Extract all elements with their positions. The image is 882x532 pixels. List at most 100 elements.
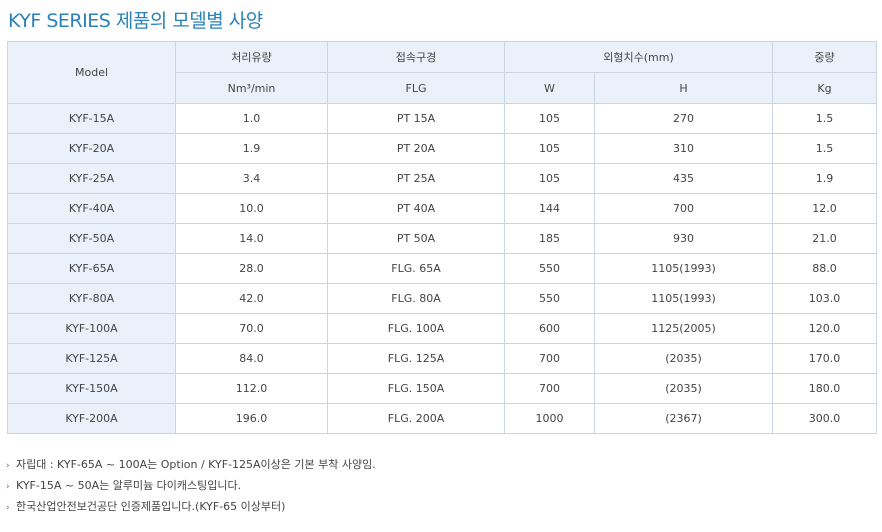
weight-cell: 170.0 xyxy=(772,343,877,374)
height-cell: 1125(2005) xyxy=(594,313,773,344)
weight-cell: 180.0 xyxy=(772,373,877,404)
width-cell: 105 xyxy=(504,103,595,134)
note-item: › 자립대 : KYF-65A ~ 100A는 Option / KYF-125A… xyxy=(6,455,376,476)
page-title: KYF SERIES 제품의 모델별 사양 xyxy=(8,10,263,32)
connection-cell: FLG. 65A xyxy=(327,253,505,284)
flow-cell: 1.9 xyxy=(175,133,328,164)
table-row: KYF-40A 10.0 PT 40A 144 700 12.0 xyxy=(7,193,877,224)
header-connection: 접속구경 xyxy=(327,41,505,73)
spec-table-body: KYF-15A 1.0 PT 15A 105 270 1.5 KYF-20A 1.9 PT 20… xyxy=(7,103,877,434)
connection-cell: PT 25A xyxy=(327,163,505,194)
header-flow-unit: Nm³/min xyxy=(175,72,328,104)
header-weight: 중량 xyxy=(772,41,877,73)
connection-cell: FLG. 100A xyxy=(327,313,505,344)
height-cell: 310 xyxy=(594,133,773,164)
note-item: › KYF-15A ~ 50A는 알루미늄 다이캐스팅입니다. xyxy=(6,476,376,497)
width-cell: 185 xyxy=(504,223,595,254)
model-cell: KYF-200A xyxy=(7,403,176,434)
table-row: KYF-65A 28.0 FLG. 65A 550 1105(1993) 88.0 xyxy=(7,253,877,284)
width-cell: 550 xyxy=(504,253,595,284)
header-weight-unit: Kg xyxy=(772,72,877,104)
spec-table: Model 처리유량 접속구경 외형치수(mm) 중량 Nm³/min FLG … xyxy=(7,41,877,434)
width-cell: 105 xyxy=(504,163,595,194)
notes-list: › 자립대 : KYF-65A ~ 100A는 Option / KYF-125A… xyxy=(6,455,376,518)
weight-cell: 1.9 xyxy=(772,163,877,194)
table-row: KYF-15A 1.0 PT 15A 105 270 1.5 xyxy=(7,103,877,134)
model-cell: KYF-40A xyxy=(7,193,176,224)
table-row: KYF-20A 1.9 PT 20A 105 310 1.5 xyxy=(7,133,877,164)
model-cell: KYF-50A xyxy=(7,223,176,254)
flow-cell: 14.0 xyxy=(175,223,328,254)
width-cell: 700 xyxy=(504,373,595,404)
weight-cell: 103.0 xyxy=(772,283,877,314)
model-cell: KYF-25A xyxy=(7,163,176,194)
flow-cell: 42.0 xyxy=(175,283,328,314)
weight-cell: 88.0 xyxy=(772,253,877,284)
table-row: KYF-200A 196.0 FLG. 200A 1000 (2367) 300.0 xyxy=(7,403,877,434)
height-cell: 700 xyxy=(594,193,773,224)
spec-table-header: Model 처리유량 접속구경 외형치수(mm) 중량 Nm³/min FLG … xyxy=(7,41,877,104)
connection-cell: FLG. 125A xyxy=(327,343,505,374)
note-text: 자립대 : KYF-65A ~ 100A는 Option / KYF-125A이… xyxy=(16,458,376,471)
height-cell: 1105(1993) xyxy=(594,253,773,284)
height-cell: 930 xyxy=(594,223,773,254)
table-row: KYF-25A 3.4 PT 25A 105 435 1.9 xyxy=(7,163,877,194)
header-model: Model xyxy=(7,41,176,104)
flow-cell: 1.0 xyxy=(175,103,328,134)
connection-cell: FLG. 200A xyxy=(327,403,505,434)
header-height: H xyxy=(594,72,773,104)
width-cell: 105 xyxy=(504,133,595,164)
flow-cell: 112.0 xyxy=(175,373,328,404)
weight-cell: 21.0 xyxy=(772,223,877,254)
flow-cell: 10.0 xyxy=(175,193,328,224)
model-cell: KYF-100A xyxy=(7,313,176,344)
width-cell: 550 xyxy=(504,283,595,314)
model-cell: KYF-65A xyxy=(7,253,176,284)
table-row: KYF-100A 70.0 FLG. 100A 600 1125(2005) 120.0 xyxy=(7,313,877,344)
note-text: KYF-15A ~ 50A는 알루미늄 다이캐스팅입니다. xyxy=(16,479,242,492)
connection-cell: PT 40A xyxy=(327,193,505,224)
weight-cell: 120.0 xyxy=(772,313,877,344)
weight-cell: 1.5 xyxy=(772,133,877,164)
table-row: KYF-50A 14.0 PT 50A 185 930 21.0 xyxy=(7,223,877,254)
model-cell: KYF-150A xyxy=(7,373,176,404)
height-cell: (2367) xyxy=(594,403,773,434)
note-text: 한국산업안전보건공단 인증제품입니다.(KYF-65 이상부터) xyxy=(16,500,286,513)
bullet-icon: › xyxy=(6,503,10,513)
table-row: KYF-150A 112.0 FLG. 150A 700 (2035) 180.0 xyxy=(7,373,877,404)
connection-cell: PT 20A xyxy=(327,133,505,164)
width-cell: 600 xyxy=(504,313,595,344)
width-cell: 700 xyxy=(504,343,595,374)
header-dimensions: 외형치수(mm) xyxy=(504,41,773,73)
weight-cell: 300.0 xyxy=(772,403,877,434)
bullet-icon: › xyxy=(6,482,10,492)
flow-cell: 196.0 xyxy=(175,403,328,434)
model-cell: KYF-80A xyxy=(7,283,176,314)
connection-cell: PT 15A xyxy=(327,103,505,134)
height-cell: 1105(1993) xyxy=(594,283,773,314)
bullet-icon: › xyxy=(6,461,10,471)
height-cell: (2035) xyxy=(594,343,773,374)
height-cell: 435 xyxy=(594,163,773,194)
model-cell: KYF-20A xyxy=(7,133,176,164)
width-cell: 144 xyxy=(504,193,595,224)
flow-cell: 70.0 xyxy=(175,313,328,344)
flow-cell: 84.0 xyxy=(175,343,328,374)
model-cell: KYF-15A xyxy=(7,103,176,134)
height-cell: (2035) xyxy=(594,373,773,404)
flow-cell: 3.4 xyxy=(175,163,328,194)
table-row: KYF-125A 84.0 FLG. 125A 700 (2035) 170.0 xyxy=(7,343,877,374)
header-flow: 처리유량 xyxy=(175,41,328,73)
note-item: › 한국산업안전보건공단 인증제품입니다.(KYF-65 이상부터) xyxy=(6,497,376,518)
table-row: KYF-80A 42.0 FLG. 80A 550 1105(1993) 103.0 xyxy=(7,283,877,314)
weight-cell: 1.5 xyxy=(772,103,877,134)
header-width: W xyxy=(504,72,595,104)
connection-cell: FLG. 150A xyxy=(327,373,505,404)
model-cell: KYF-125A xyxy=(7,343,176,374)
header-connection-unit: FLG xyxy=(327,72,505,104)
width-cell: 1000 xyxy=(504,403,595,434)
weight-cell: 12.0 xyxy=(772,193,877,224)
flow-cell: 28.0 xyxy=(175,253,328,284)
connection-cell: FLG. 80A xyxy=(327,283,505,314)
connection-cell: PT 50A xyxy=(327,223,505,254)
